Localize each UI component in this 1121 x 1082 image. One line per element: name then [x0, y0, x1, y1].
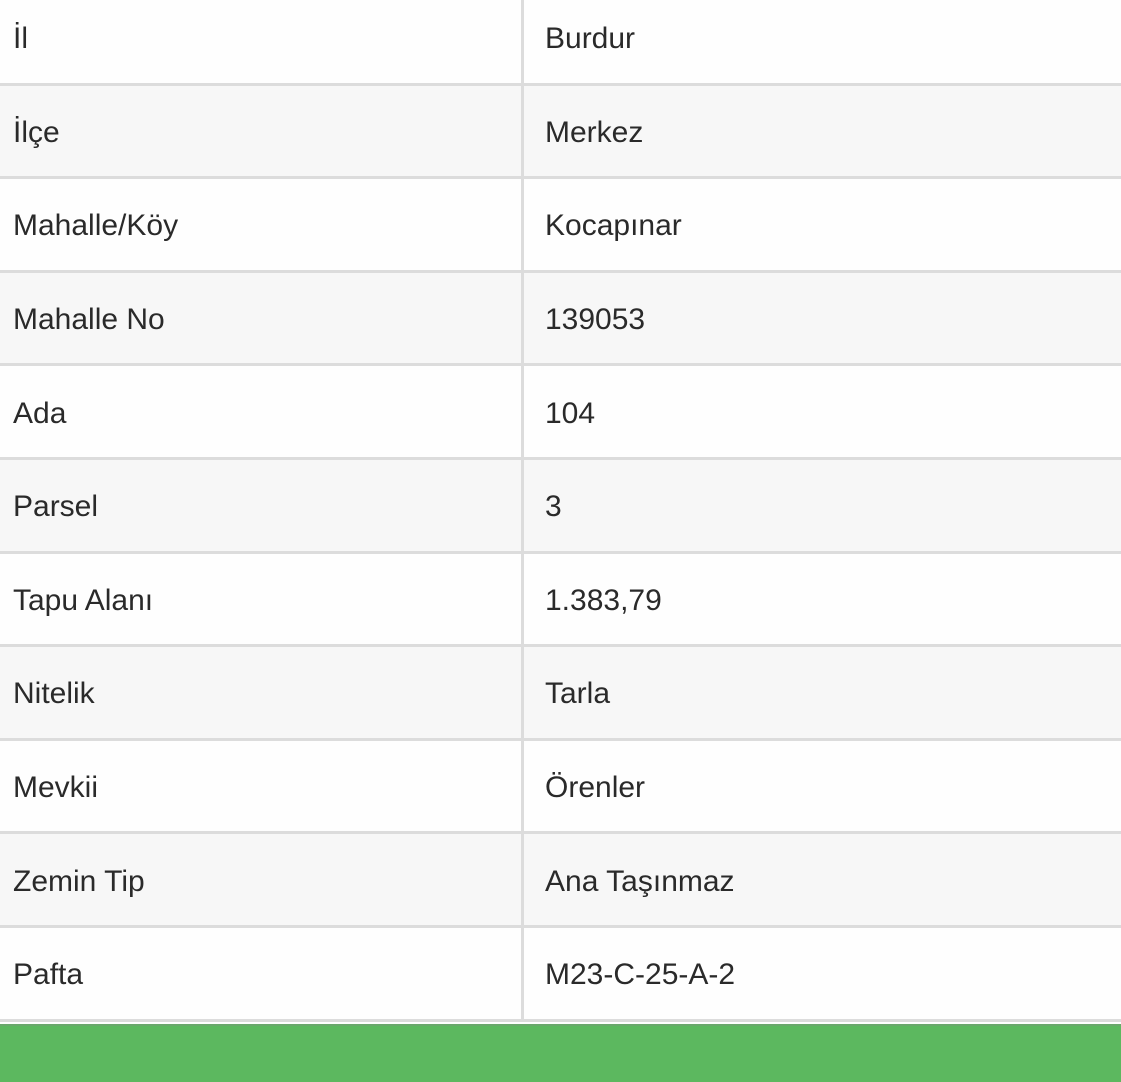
row-label: Pafta: [0, 927, 524, 1019]
row-value: Ana Taşınmaz: [545, 864, 735, 898]
row-label: İlçe: [0, 85, 524, 177]
row-label: Zemin Tip: [0, 834, 524, 925]
row-value: Kocapınar: [545, 209, 682, 243]
row-label: Mahalle No: [0, 272, 524, 364]
row-label: Ada: [0, 366, 524, 457]
table-row: Mahalle/Köy Kocapınar: [0, 179, 1121, 273]
table-row: Mevkii Örenler: [0, 740, 1121, 835]
table-row: Nitelik Tarla: [0, 647, 1121, 741]
table-row: Ada 104: [0, 366, 1121, 460]
row-label: Mevkii: [0, 740, 524, 832]
row-value: Tarla: [545, 677, 611, 711]
row-value: 3: [545, 490, 562, 524]
table-row: Parsel 3: [0, 459, 1121, 554]
row-value: Burdur: [545, 22, 636, 56]
row-value: 139053: [545, 303, 646, 337]
row-value: 104: [545, 396, 596, 430]
table-row: Zemin Tip Ana Taşınmaz: [0, 834, 1121, 928]
row-value: M23-C-25-A-2: [545, 958, 736, 992]
row-value: 1.383,79: [545, 583, 662, 617]
table-row: Pafta M23-C-25-A-2: [0, 927, 1121, 1022]
row-value: Merkez: [545, 115, 644, 149]
row-label: Parsel: [0, 459, 524, 551]
table-row: İlçe Merkez: [0, 85, 1121, 180]
table-row: Tapu Alanı 1.383,79: [0, 553, 1121, 648]
row-label: Nitelik: [0, 647, 524, 738]
row-value: Örenler: [545, 771, 646, 805]
row-label: İl: [0, 0, 524, 83]
parcel-info-table: İl Burdur İlçe Merkez Mahalle/Köy Kocapınar Ma…: [0, 0, 1121, 1022]
footer-action-bar[interactable]: [0, 1024, 1121, 1082]
table-row: İl Burdur: [0, 0, 1121, 86]
row-label: Tapu Alanı: [0, 553, 524, 645]
table-row: Mahalle No 139053: [0, 272, 1121, 367]
row-label: Mahalle/Köy: [0, 179, 524, 270]
